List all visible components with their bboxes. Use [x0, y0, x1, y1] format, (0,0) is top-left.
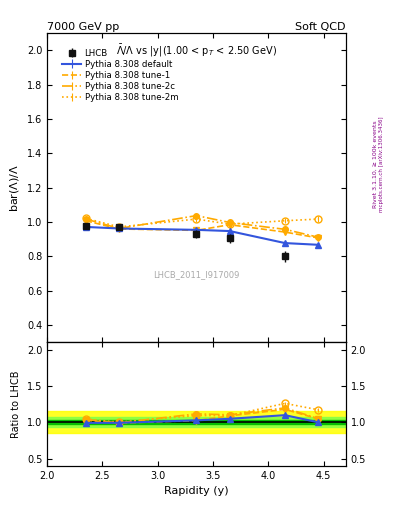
Text: Rivet 3.1.10, ≥ 100k events: Rivet 3.1.10, ≥ 100k events [373, 120, 378, 208]
Bar [47, 420, 346, 424]
Y-axis label: bar($\Lambda$)/$\Lambda$: bar($\Lambda$)/$\Lambda$ [8, 164, 21, 212]
Text: LHCB_2011_I917009: LHCB_2011_I917009 [153, 270, 240, 279]
Bar [47, 411, 346, 433]
Legend: LHCB, Pythia 8.308 default, Pythia 8.308 tune-1, Pythia 8.308 tune-2c, Pythia 8.: LHCB, Pythia 8.308 default, Pythia 8.308… [61, 47, 180, 104]
Bar [47, 417, 346, 428]
Text: Soft QCD: Soft QCD [296, 22, 346, 32]
Text: 7000 GeV pp: 7000 GeV pp [47, 22, 119, 32]
Text: mcplots.cern.ch [arXiv:1306.3436]: mcplots.cern.ch [arXiv:1306.3436] [380, 116, 384, 211]
X-axis label: Rapidity (y): Rapidity (y) [164, 486, 229, 496]
Text: $\bar{\Lambda}/\Lambda$ vs |y|(1.00 < p$_{T}$ < 2.50 GeV): $\bar{\Lambda}/\Lambda$ vs |y|(1.00 < p$… [116, 42, 277, 58]
Y-axis label: Ratio to LHCB: Ratio to LHCB [11, 370, 21, 438]
